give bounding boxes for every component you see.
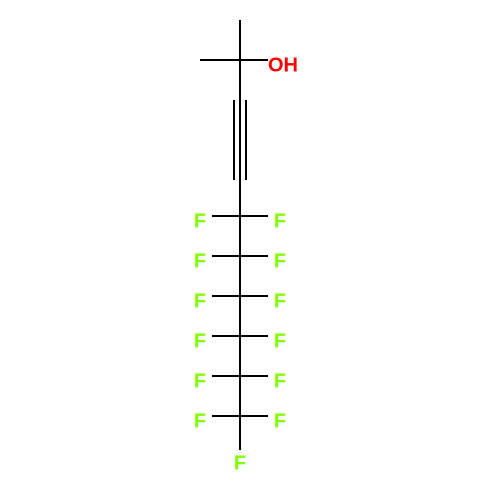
atom-label-F3L: F (194, 290, 206, 312)
atom-label-F1L: F (194, 210, 206, 232)
atom-label-F5R: F (274, 370, 286, 392)
atom-label-F4L: F (194, 330, 206, 352)
atom-label-F1R: F (274, 210, 286, 232)
atom-label-F6R: F (274, 410, 286, 432)
atom-label-F2R: F (274, 250, 286, 272)
atom-label-F6L: F (194, 410, 206, 432)
atom-label-OH: OH (268, 54, 298, 76)
atom-label-F5L: F (194, 370, 206, 392)
atom-label-F2L: F (194, 250, 206, 272)
atom-label-F4R: F (274, 330, 286, 352)
chemical-structure-diagram: OHFFFFFFFFFFFFF (0, 0, 500, 500)
atom-label-F7B: F (234, 452, 246, 474)
atom-label-F3R: F (274, 290, 286, 312)
